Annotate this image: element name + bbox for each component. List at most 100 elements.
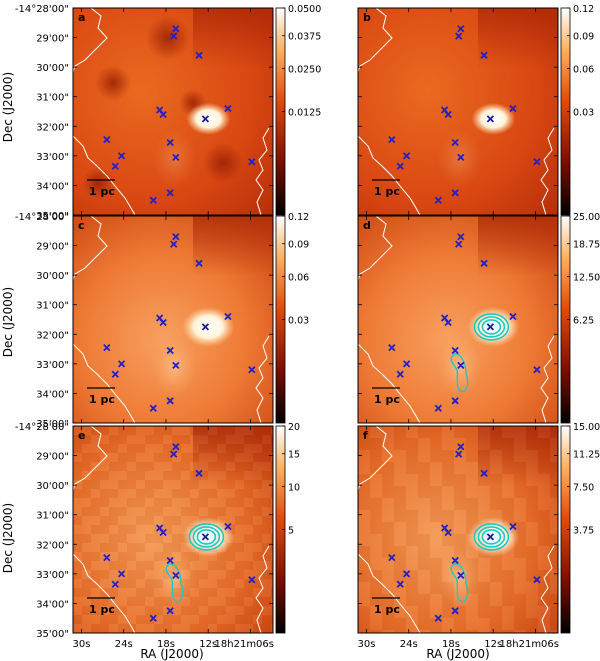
map-pixel (109, 534, 118, 543)
map-pixel (253, 606, 262, 615)
map-pixel (100, 498, 109, 507)
map-pixel (370, 486, 382, 498)
map-pixel (502, 618, 514, 630)
map-pixel (190, 480, 199, 489)
map-pixel (73, 579, 82, 588)
map-pixel (73, 498, 82, 507)
map-pixel (181, 570, 190, 579)
map-pixel (91, 597, 100, 606)
map-pixel (109, 507, 118, 516)
colorbar-tick-label: 0.09 (573, 32, 594, 43)
map-pixel (394, 558, 406, 570)
colorbar-tick-label: 6.25 (573, 316, 594, 327)
map-pixel (442, 546, 454, 558)
map-pixel (109, 480, 118, 489)
map-pixel (418, 570, 430, 582)
map-pixel (199, 444, 208, 453)
map-pixel (244, 615, 253, 624)
map-pixel (154, 435, 163, 444)
map-pixel (358, 570, 370, 582)
map-pixel (100, 516, 109, 525)
colorbar-tick-label: 0.0250 (288, 65, 321, 76)
map-pixel (91, 543, 100, 552)
colorbar-tick-label: 11.25 (573, 450, 600, 461)
map-pixel (163, 588, 172, 597)
map-pixel (208, 435, 217, 444)
map-pixel (208, 453, 217, 462)
panel-letter: d (363, 219, 371, 232)
map-pixel (394, 618, 406, 630)
map-pixel (382, 498, 394, 510)
map-pixel (271, 552, 273, 561)
map-pixel (136, 516, 145, 525)
map-pixel (109, 570, 118, 579)
map-pixel (163, 435, 172, 444)
map-pixel (154, 597, 163, 606)
map-pixel (73, 516, 82, 525)
map-pixel (154, 624, 163, 633)
map-pixel (244, 525, 253, 534)
colorbar-tick-label: 12.50 (573, 273, 600, 284)
map-pixel (406, 558, 418, 570)
map-pixel (454, 486, 466, 498)
contour-filament (165, 563, 184, 603)
panel-c: 1 pc c -14°28'00" 29'00" 30'00" 31'00" 32'00" 3… (15, 212, 309, 430)
map-pixel (163, 453, 172, 462)
map-pixel (127, 480, 136, 489)
map-pixel (382, 546, 394, 558)
ylabel-row1: Dec (J2000) (1, 72, 15, 142)
map-pixel (208, 516, 217, 525)
map-pixel (466, 450, 478, 462)
map-pixel (394, 582, 406, 594)
map-pixel (244, 516, 253, 525)
ra-tick-label: 12s (199, 639, 217, 650)
source-marker (480, 259, 488, 267)
map-pixel (466, 582, 478, 594)
map-pixel (550, 534, 558, 546)
map-pixel (109, 462, 118, 471)
map-pixel (466, 522, 478, 534)
map-pixel (145, 453, 154, 462)
source-marker (248, 158, 256, 166)
map-pixel (235, 561, 244, 570)
map-pixel (82, 561, 91, 570)
map-pixel (73, 426, 82, 435)
map-pixel (181, 507, 190, 516)
source-marker (117, 360, 126, 368)
map-pixel (136, 426, 145, 435)
colorbar-tick-label: 5 (288, 526, 294, 537)
map-pixel (430, 426, 442, 438)
ra-tick-label: 18s (442, 639, 460, 650)
map-pixel (100, 543, 109, 552)
map-pixel (235, 534, 244, 543)
map-pixel (235, 615, 244, 624)
map-pixel (100, 507, 109, 516)
map-pixel (217, 471, 226, 480)
source-marker (486, 115, 495, 123)
map-pixel (73, 435, 82, 444)
map-pixel (190, 570, 199, 579)
map-pixel (526, 534, 538, 546)
map-pixel (550, 558, 558, 570)
map-pixel (502, 462, 514, 474)
map-pixel (181, 426, 190, 435)
map-pixel (418, 630, 430, 633)
map-pixel (190, 426, 199, 435)
map-pixel (418, 438, 430, 450)
map-pixel (172, 507, 181, 516)
map-pixel (127, 561, 136, 570)
map-pixel (118, 507, 127, 516)
colorbar-tick-label: 0.03 (573, 108, 594, 119)
map-pixel (502, 594, 514, 606)
dec-tick-label: 35'00" (36, 211, 69, 222)
map-pixel (538, 570, 550, 582)
panel-e: 1 pc e -14°28'00" 29'00" 30'00" 31'00" 32'00" 3… (15, 422, 300, 650)
map-pixel (82, 534, 91, 543)
map-pixel (454, 630, 466, 633)
map-pixel (538, 498, 550, 510)
map-pixel (550, 570, 558, 582)
map-pixel (145, 588, 154, 597)
source-marker (533, 366, 541, 374)
ra-tick-label: 12s (484, 639, 502, 650)
map-pixel (538, 558, 550, 570)
